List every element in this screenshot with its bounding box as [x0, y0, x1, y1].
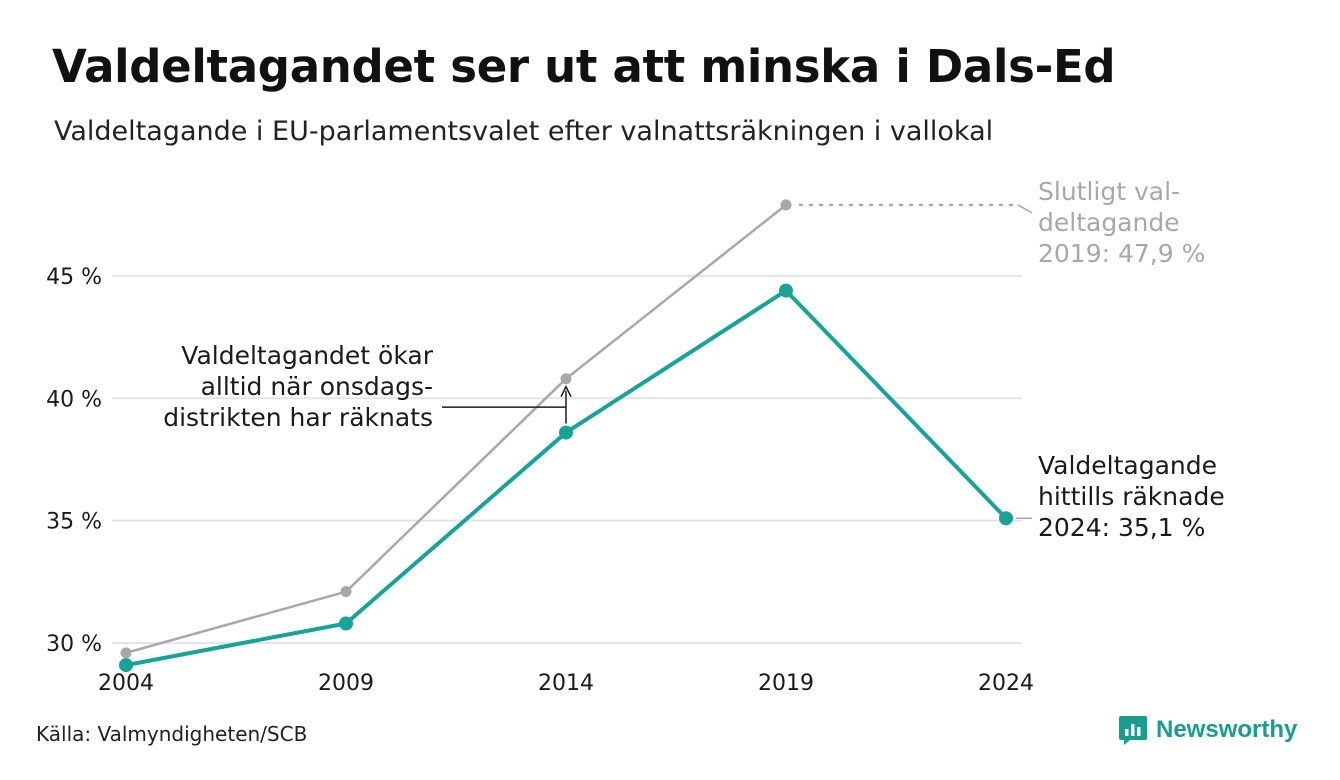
- series-point-final-2019: [780, 199, 792, 211]
- series-point-final-2009: [340, 586, 352, 598]
- series-point-election_night-2009: [339, 616, 353, 631]
- source-note: Källa: Valmyndigheten/SCB: [36, 722, 308, 746]
- series-line-final: [124, 203, 788, 655]
- y-tick-label-45: 45 %: [46, 265, 102, 290]
- annotation-counted-2024-line-3: 2024: 35,1 %: [1038, 513, 1205, 542]
- x-tick-label-2014: 2014: [538, 671, 594, 696]
- newsworthy-logo[interactable]: Newsworthy: [1118, 714, 1297, 746]
- y-tick-label-40: 40 %: [46, 387, 102, 412]
- logo-text: Newsworthy: [1156, 716, 1298, 743]
- annotation-counted-2024-line-1: Valdeltagande: [1038, 451, 1217, 480]
- series-point-election_night-2019: [779, 283, 793, 298]
- x-tick-label-2009: 2009: [318, 671, 374, 696]
- y-tick-label-35: 35 %: [46, 510, 102, 535]
- x-tick-label-2019: 2019: [758, 671, 814, 696]
- annotation-final-2019-tick: [1017, 204, 1033, 214]
- annotation-final-2019-line-3: 2019: 47,9 %: [1038, 239, 1205, 268]
- annotation-wednesday-line-3: distrikten har räknats: [163, 403, 433, 432]
- chart-subtitle: Valdeltagande i EU-parlamentsvalet efter…: [54, 116, 994, 147]
- series-point-final-2014: [560, 373, 572, 385]
- newsworthy-logo-icon: [1119, 716, 1147, 745]
- chart-title: Valdeltagandet ser ut att minska i Dals-…: [52, 40, 1116, 93]
- x-tick-label-2004: 2004: [98, 671, 154, 696]
- series-point-election_night-2014: [559, 425, 573, 440]
- x-tick-label-2024: 2024: [978, 671, 1034, 696]
- annotation-wednesday-arrow-head: [560, 385, 572, 398]
- annotation-counted-2024-line-2: hittills räknade: [1038, 482, 1225, 511]
- annotation-final-2019-line-1: Slutligt val-: [1038, 177, 1180, 206]
- annotation-wednesday-line-1: Valdeltagandet ökar: [181, 341, 433, 370]
- annotation-final-2019-line-2: deltagande: [1038, 208, 1180, 237]
- series-point-election_night-2024: [999, 511, 1013, 526]
- annotation-wednesday-line-2: alltid när onsdags-: [201, 372, 433, 401]
- y-tick-label-30: 30 %: [46, 632, 102, 657]
- series-point-election_night-2004: [119, 658, 133, 673]
- series-point-final-2004: [120, 647, 132, 659]
